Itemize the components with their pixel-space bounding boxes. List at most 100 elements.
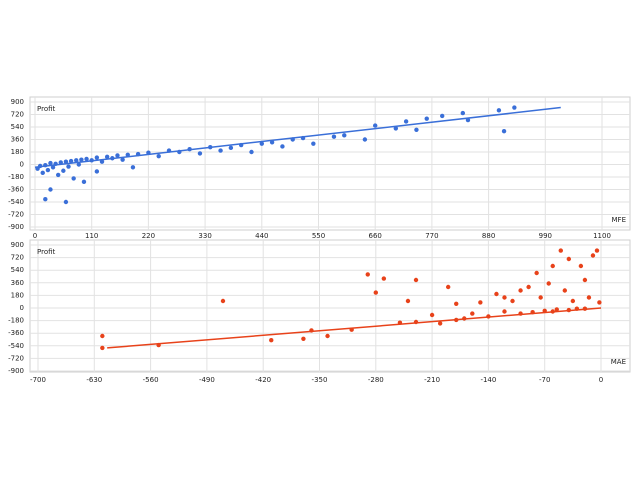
point xyxy=(594,248,600,253)
point xyxy=(566,256,572,262)
point xyxy=(570,298,576,304)
point xyxy=(381,276,387,281)
y-tick-label: -360 xyxy=(8,329,24,337)
x-axis-label: MAE xyxy=(611,358,626,366)
x-tick-label: -630 xyxy=(86,376,102,384)
trend-line xyxy=(34,106,561,169)
x-tick-label: 770 xyxy=(425,232,438,240)
point xyxy=(197,151,203,156)
y-tick-label: -720 xyxy=(8,211,24,219)
point xyxy=(81,179,87,185)
point xyxy=(115,153,120,158)
x-axis-label: MFE xyxy=(612,216,627,224)
point xyxy=(550,263,555,269)
y-axis-label: Profit xyxy=(37,248,56,256)
point xyxy=(74,158,79,163)
x-tick-label: -70 xyxy=(539,376,550,384)
x-tick-label: -560 xyxy=(143,376,159,384)
point xyxy=(558,248,563,253)
point xyxy=(440,113,445,119)
point xyxy=(445,284,451,290)
point xyxy=(342,133,347,138)
y-tick-label: 0 xyxy=(20,304,24,312)
point xyxy=(478,300,483,305)
point xyxy=(554,307,559,312)
y-tick-label: -180 xyxy=(8,317,24,325)
y-tick-label: -900 xyxy=(8,223,24,231)
point xyxy=(512,105,517,110)
point xyxy=(99,159,105,164)
x-tick-label: 1100 xyxy=(593,232,611,240)
point xyxy=(424,116,429,121)
point xyxy=(331,134,337,139)
point xyxy=(45,167,51,173)
point xyxy=(63,159,69,164)
y-tick-label: 360 xyxy=(11,279,24,287)
y-tick-label: -900 xyxy=(8,367,24,375)
point xyxy=(325,333,330,339)
y-tick-label: -540 xyxy=(8,342,24,350)
x-tick-label: -420 xyxy=(255,376,271,384)
point xyxy=(534,270,539,276)
point xyxy=(362,137,368,142)
point xyxy=(518,288,523,293)
y-tick-label: 540 xyxy=(11,123,24,131)
point xyxy=(502,309,507,314)
y-tick-label: -360 xyxy=(8,186,24,194)
x-tick-label: -350 xyxy=(312,376,328,384)
x-tick-label: 990 xyxy=(539,232,552,240)
point xyxy=(249,149,254,155)
point xyxy=(130,165,136,170)
x-tick-label: 660 xyxy=(369,232,382,240)
point xyxy=(61,168,66,173)
x-tick-label: -280 xyxy=(368,376,384,384)
point xyxy=(120,157,125,162)
point xyxy=(502,295,507,300)
point xyxy=(100,345,105,351)
point xyxy=(79,157,84,162)
point xyxy=(50,165,56,170)
point xyxy=(590,253,596,258)
x-tick-label: 550 xyxy=(312,232,325,240)
x-tick-label: -700 xyxy=(30,376,46,384)
y-axis-label: Profit xyxy=(37,105,56,113)
point xyxy=(269,338,274,343)
point xyxy=(414,127,419,132)
point xyxy=(68,158,74,164)
point xyxy=(510,298,515,304)
point xyxy=(403,119,409,124)
point xyxy=(104,154,110,160)
point xyxy=(66,164,71,169)
point xyxy=(470,311,475,316)
point xyxy=(526,284,531,290)
point xyxy=(546,281,551,286)
point xyxy=(40,170,45,176)
point xyxy=(405,298,411,304)
trend-line xyxy=(107,307,602,349)
point xyxy=(84,156,89,162)
point xyxy=(437,321,443,326)
point xyxy=(100,333,105,339)
plot-frame xyxy=(29,239,631,373)
y-tick-label: 900 xyxy=(11,98,24,106)
point xyxy=(94,155,100,160)
x-tick-label: -210 xyxy=(424,376,440,384)
point xyxy=(562,288,568,293)
point xyxy=(301,336,306,341)
point xyxy=(43,197,48,202)
point xyxy=(218,148,223,153)
x-tick-label: -490 xyxy=(199,376,215,384)
point xyxy=(393,126,399,131)
x-tick-label: 110 xyxy=(85,232,98,240)
x-tick-label: -140 xyxy=(480,376,496,384)
point xyxy=(413,277,419,283)
point xyxy=(454,301,459,306)
point xyxy=(429,312,435,318)
y-tick-label: 720 xyxy=(11,111,24,119)
plot-frame xyxy=(29,96,631,231)
point xyxy=(94,169,100,174)
point xyxy=(220,298,226,304)
y-tick-label: 720 xyxy=(11,254,24,262)
point xyxy=(460,110,466,116)
